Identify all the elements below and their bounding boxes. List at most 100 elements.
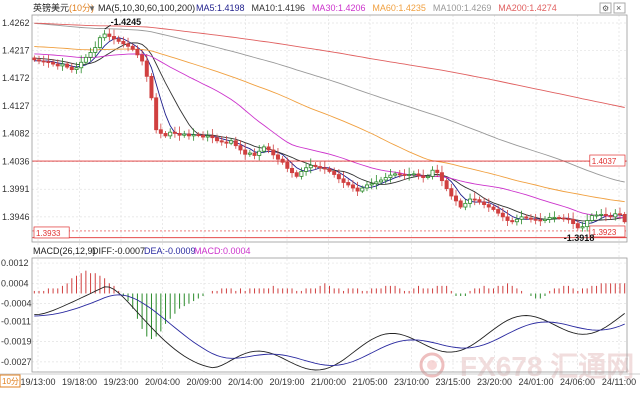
candle-body	[543, 218, 548, 221]
candle-body	[290, 167, 295, 174]
candle-body	[566, 218, 571, 221]
macd-tick-label: -0.0004	[1, 299, 32, 309]
candle-body	[158, 129, 163, 134]
left-box-label-box	[33, 226, 70, 239]
candle-body	[510, 220, 515, 223]
candle-body	[561, 217, 566, 220]
candle-body	[477, 199, 482, 203]
macd-tick-label: -0.0019	[1, 337, 32, 347]
candle-body	[74, 67, 79, 71]
candle-body	[322, 167, 327, 170]
grid	[32, 15, 627, 372]
ma-value-label: MA100:1.4269	[433, 3, 492, 13]
candle-body	[355, 187, 360, 192]
candle-body	[407, 174, 412, 176]
candle-body	[130, 45, 135, 50]
candle-body	[524, 216, 529, 219]
price-tick-label: 1.4082	[2, 128, 30, 138]
candle-body	[393, 173, 398, 176]
candle-body	[336, 174, 341, 180]
symbol-title: 英镑美元(10分)	[33, 2, 94, 13]
left-box-label: 1.3933	[36, 229, 61, 238]
time-tick-label: 21/00:00	[311, 377, 346, 387]
candle-body	[585, 220, 590, 228]
price-tick-label: 1.4036	[2, 157, 30, 167]
macd-dea-line	[34, 294, 625, 366]
high-marker-line	[104, 24, 111, 30]
candle-body	[449, 188, 454, 197]
candle-body	[191, 134, 196, 137]
candle-body	[257, 150, 262, 156]
candle-body	[313, 164, 318, 167]
candle-body	[341, 178, 346, 183]
ma-line	[34, 22, 625, 183]
candle-body	[318, 166, 323, 169]
watermark-text: FX678 汇通网	[460, 351, 634, 382]
close-icon: ×	[616, 3, 621, 13]
candle-body	[416, 173, 421, 177]
macd-dea: DEA:-0.0009	[144, 246, 196, 256]
candle-body	[364, 184, 369, 189]
period-label: (10分)	[69, 3, 94, 13]
candle-body	[538, 219, 543, 222]
candle-body	[186, 133, 191, 137]
candle-body	[360, 187, 365, 192]
candle-body	[557, 217, 562, 219]
candle-body	[608, 215, 613, 218]
candle-body	[444, 180, 449, 190]
ma-title: MA(5,10,30,60,100,200)	[98, 3, 195, 13]
candle-body	[622, 213, 627, 223]
time-tick-label: 19/18:00	[62, 377, 97, 387]
candle-body	[580, 226, 585, 229]
macd-tick-label: -0.0011	[1, 316, 31, 326]
macd-diff: DIFF:-0.0007	[92, 246, 145, 256]
price-tick-label: 1.4172	[2, 73, 30, 83]
ma-scroll-arrow-icon[interactable]: ▼	[88, 4, 96, 13]
candle-body	[238, 145, 243, 151]
ma-value-label: MA5:1.4198	[196, 3, 245, 13]
candle-body	[196, 134, 201, 137]
time-tick-label: 19/23:00	[103, 377, 138, 387]
candle-body	[121, 40, 126, 45]
watermark-logo-icon	[419, 352, 445, 378]
candle-body	[51, 61, 56, 65]
candle-body	[346, 182, 351, 186]
candle-body	[163, 133, 168, 137]
last-price-label: 1.3923	[592, 228, 617, 237]
price-tick-label: 1.4262	[2, 18, 30, 28]
candle-body	[397, 173, 402, 176]
macd-tick-label: 0.0012	[1, 258, 29, 268]
candle-body	[32, 57, 37, 61]
candle-body	[111, 36, 116, 40]
candle-body	[468, 198, 473, 204]
low-label: -1.3918	[564, 233, 595, 243]
close-button[interactable]: ×	[613, 2, 626, 14]
candle-body	[144, 60, 149, 77]
candle-body	[519, 216, 524, 220]
candle-body	[233, 140, 238, 147]
candle-body	[332, 171, 337, 175]
reference-lines	[32, 160, 627, 239]
symbol-name: 英镑美元	[33, 2, 69, 13]
time-tick-label: 20/09:00	[186, 377, 221, 387]
candle-body	[116, 38, 121, 42]
header-bar	[0, 2, 640, 14]
time-tick-label: 19/13:00	[20, 377, 55, 387]
ma-value-label: MA60:1.4235	[372, 3, 426, 13]
candle-body	[463, 202, 468, 208]
candle-body	[201, 134, 206, 138]
price-tick-label: 1.4217	[2, 46, 30, 56]
time-tick-label: 23/15:00	[435, 377, 470, 387]
candle-body	[435, 169, 440, 174]
candle-body	[172, 131, 177, 134]
axes: 1.4262 1.4217 1.4172 1.4127 1.4082 1.4036 1.39…	[0, 14, 640, 387]
settings-icon: ⚙	[602, 4, 609, 13]
time-tick-label: 20/14:00	[228, 377, 263, 387]
settings-button[interactable]: ⚙	[599, 2, 612, 14]
candle-body	[514, 218, 519, 223]
period-tag-box[interactable]	[0, 374, 21, 388]
candle-body	[55, 63, 60, 67]
last-price-label-box	[589, 225, 626, 238]
ma-line	[34, 22, 625, 108]
